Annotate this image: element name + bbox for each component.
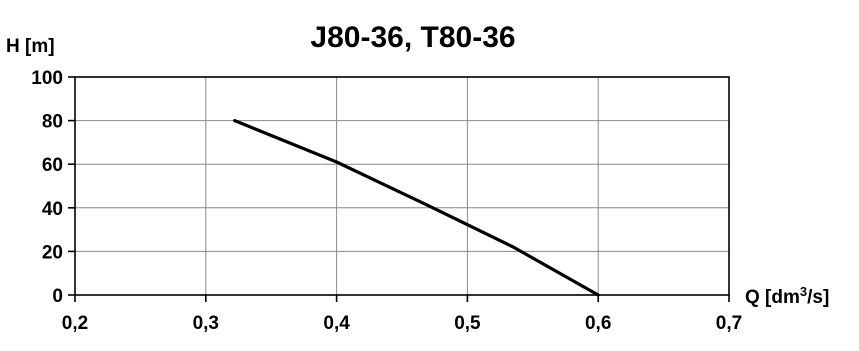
y-tick-label: 0 [52, 286, 63, 307]
x-axis-label-superscript: 3 [800, 284, 807, 299]
x-axis-label-main: Q [dm [745, 287, 800, 308]
x-axis-label: Q [dm3/s] [745, 284, 829, 308]
x-axis-label-suffix: /s] [807, 287, 829, 308]
x-tick-label: 0,5 [454, 313, 481, 334]
x-axis-ticks: 0,2 0,3 0,4 0,5 0,6 0,7 [62, 295, 742, 334]
grid [75, 77, 729, 295]
y-axis-label: H [m] [6, 36, 55, 57]
series-group [233, 118, 600, 297]
y-tick-label: 20 [42, 242, 63, 263]
plot-frame [74, 76, 730, 296]
y-tick-label: 100 [31, 68, 63, 89]
y-axis-ticks: 0 20 40 60 80 100 [31, 68, 75, 307]
x-tick-label: 0,7 [716, 313, 742, 334]
plot-area-border [74, 76, 730, 296]
x-tick-label: 0,6 [585, 313, 611, 334]
y-tick-label: 60 [42, 155, 63, 176]
y-tick-label: 40 [42, 199, 63, 220]
chart-title: J80-36, T80-36 [310, 21, 515, 54]
x-tick-label: 0,3 [193, 313, 219, 334]
pump-curve-line [233, 118, 600, 297]
x-tick-label: 0,2 [62, 313, 88, 334]
y-tick-label: 80 [42, 112, 63, 133]
x-tick-label: 0,4 [323, 313, 350, 334]
